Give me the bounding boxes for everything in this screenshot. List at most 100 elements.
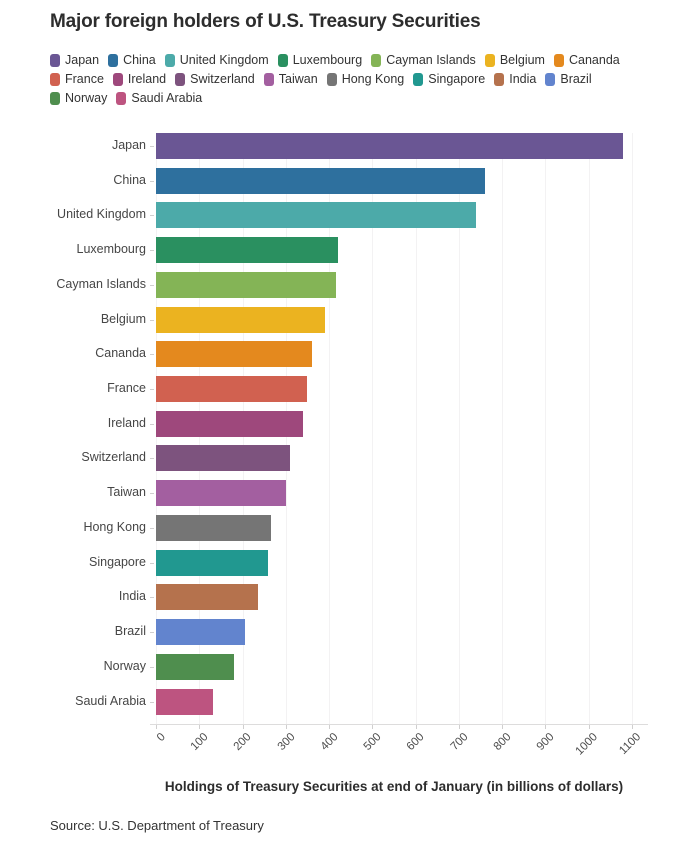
legend-label: United Kingdom <box>179 53 269 67</box>
y-tick-mark <box>150 562 154 564</box>
y-axis-label-hong-kong: Hong Kong <box>83 519 146 534</box>
legend-label: Ireland <box>127 72 167 86</box>
legend-item-ireland: Ireland <box>112 72 167 86</box>
legend-label: Hong Kong <box>341 72 405 86</box>
x-tick-mark <box>242 724 244 729</box>
x-tick-mark <box>502 724 504 729</box>
gridline <box>545 133 547 724</box>
legend-swatch-icon <box>484 53 495 67</box>
legend-label: Cananda <box>568 53 620 67</box>
legend-swatch-icon <box>277 53 288 67</box>
legend-label: Japan <box>65 53 100 67</box>
legend-swatch-icon <box>164 53 175 67</box>
bar-luxembourg <box>156 237 338 264</box>
x-tick-label: 200 <box>231 731 255 754</box>
legend-item-switzerland: Switzerland <box>175 72 255 86</box>
bar-norway <box>156 653 234 680</box>
legend-row: Japan China United Kingdom Luxembourg Cayman… <box>50 53 660 67</box>
gridline <box>588 133 590 724</box>
x-tick-label: 900 <box>534 731 557 754</box>
legend-row: France Ireland Switzerland Taiwan Hong Kong S… <box>50 72 660 86</box>
x-axis-line <box>150 724 648 725</box>
y-axis-label-japan: Japan <box>111 138 146 152</box>
y-axis-label-ireland: Ireland <box>107 415 146 430</box>
y-tick-mark <box>150 389 154 391</box>
x-tick-label: 600 <box>405 731 428 754</box>
legend-item-cayman-islands: Cayman Islands <box>371 53 476 67</box>
legend-swatch-icon <box>175 72 186 86</box>
legend-swatch-icon <box>112 72 123 86</box>
legend: Japan China United Kingdom Luxembourg Cayman… <box>50 53 660 110</box>
source-note: Source: U.S. Department of Treasury <box>50 818 264 833</box>
legend-item-hong-kong: Hong Kong <box>326 72 405 86</box>
bar-china <box>156 167 485 194</box>
y-tick-mark <box>150 701 154 703</box>
y-tick-mark <box>150 493 154 495</box>
legend-swatch-icon <box>553 53 564 67</box>
legend-item-saudi-arabia: Saudi Arabia <box>116 91 202 105</box>
legend-swatch-icon <box>50 53 60 67</box>
legend-item-france: France <box>50 72 104 86</box>
y-axis-label-france: France <box>107 381 146 396</box>
x-tick-label: 800 <box>491 731 514 754</box>
y-tick-mark <box>150 284 154 286</box>
y-axis-label-cayman-islands: Cayman Islands <box>56 276 146 291</box>
y-axis-label-taiwan: Taiwan <box>107 485 146 500</box>
x-tick-label: 0 <box>154 731 168 745</box>
bar-switzerland <box>156 445 291 472</box>
y-tick-mark <box>150 597 154 599</box>
x-tick-mark <box>372 724 374 729</box>
legend-label: Brazil <box>560 72 592 86</box>
gridline <box>632 133 633 724</box>
bar-hong-kong <box>156 514 271 541</box>
legend-item-luxembourg: Luxembourg <box>277 53 362 67</box>
y-axis-label-brazil: Brazil <box>114 624 146 639</box>
y-tick-mark <box>150 423 154 425</box>
x-tick-mark <box>415 724 417 729</box>
x-tick-mark <box>329 724 331 729</box>
legend-swatch-icon <box>371 53 382 67</box>
legend-item-singapore: Singapore <box>413 72 485 86</box>
legend-label: Cayman Islands <box>386 53 476 67</box>
gridline <box>458 133 460 724</box>
y-axis-label-china: China <box>113 172 146 187</box>
legend-item-taiwan: Taiwan <box>263 72 318 86</box>
legend-swatch-icon <box>326 72 337 86</box>
y-axis-label-united-kingdom: United Kingdom <box>57 207 146 222</box>
bar-cayman-islands <box>156 271 336 298</box>
bar-india <box>156 584 258 611</box>
y-axis-label-cananda: Cananda <box>95 346 146 361</box>
legend-item-india: India <box>494 72 536 86</box>
bar-belgium <box>156 306 325 333</box>
legend-item-china: China <box>108 53 156 67</box>
y-tick-mark <box>150 215 154 217</box>
x-axis-title: Holdings of Treasury Securities at end o… <box>164 779 624 794</box>
gridline <box>502 133 504 724</box>
legend-label: France <box>65 72 104 86</box>
legend-item-norway: Norway <box>50 91 107 105</box>
legend-swatch-icon <box>108 53 119 67</box>
y-tick-mark <box>150 146 154 147</box>
legend-item-united-kingdom: United Kingdom <box>164 53 269 67</box>
y-axis-label-india: India <box>118 589 146 604</box>
x-tick-label: 500 <box>361 731 384 754</box>
legend-label: Taiwan <box>278 72 318 86</box>
y-tick-mark <box>150 180 154 182</box>
x-tick-label: 100 <box>188 731 211 754</box>
legend-swatch-icon <box>50 91 60 105</box>
y-tick-mark <box>150 458 154 460</box>
bar-taiwan <box>156 480 286 507</box>
legend-item-japan: Japan <box>50 53 99 67</box>
bar-cananda <box>156 341 312 368</box>
legend-label: China <box>123 53 156 67</box>
legend-item-cananda: Cananda <box>553 53 620 67</box>
legend-label: Saudi Arabia <box>131 91 203 105</box>
bar-japan <box>156 133 624 159</box>
x-tick-mark <box>285 724 287 729</box>
chart-title: Major foreign holders of U.S. Treasury S… <box>50 11 481 32</box>
x-tick-label: 300 <box>275 731 298 754</box>
y-tick-mark <box>150 250 154 252</box>
gridline <box>372 133 374 724</box>
bar-brazil <box>156 619 246 646</box>
